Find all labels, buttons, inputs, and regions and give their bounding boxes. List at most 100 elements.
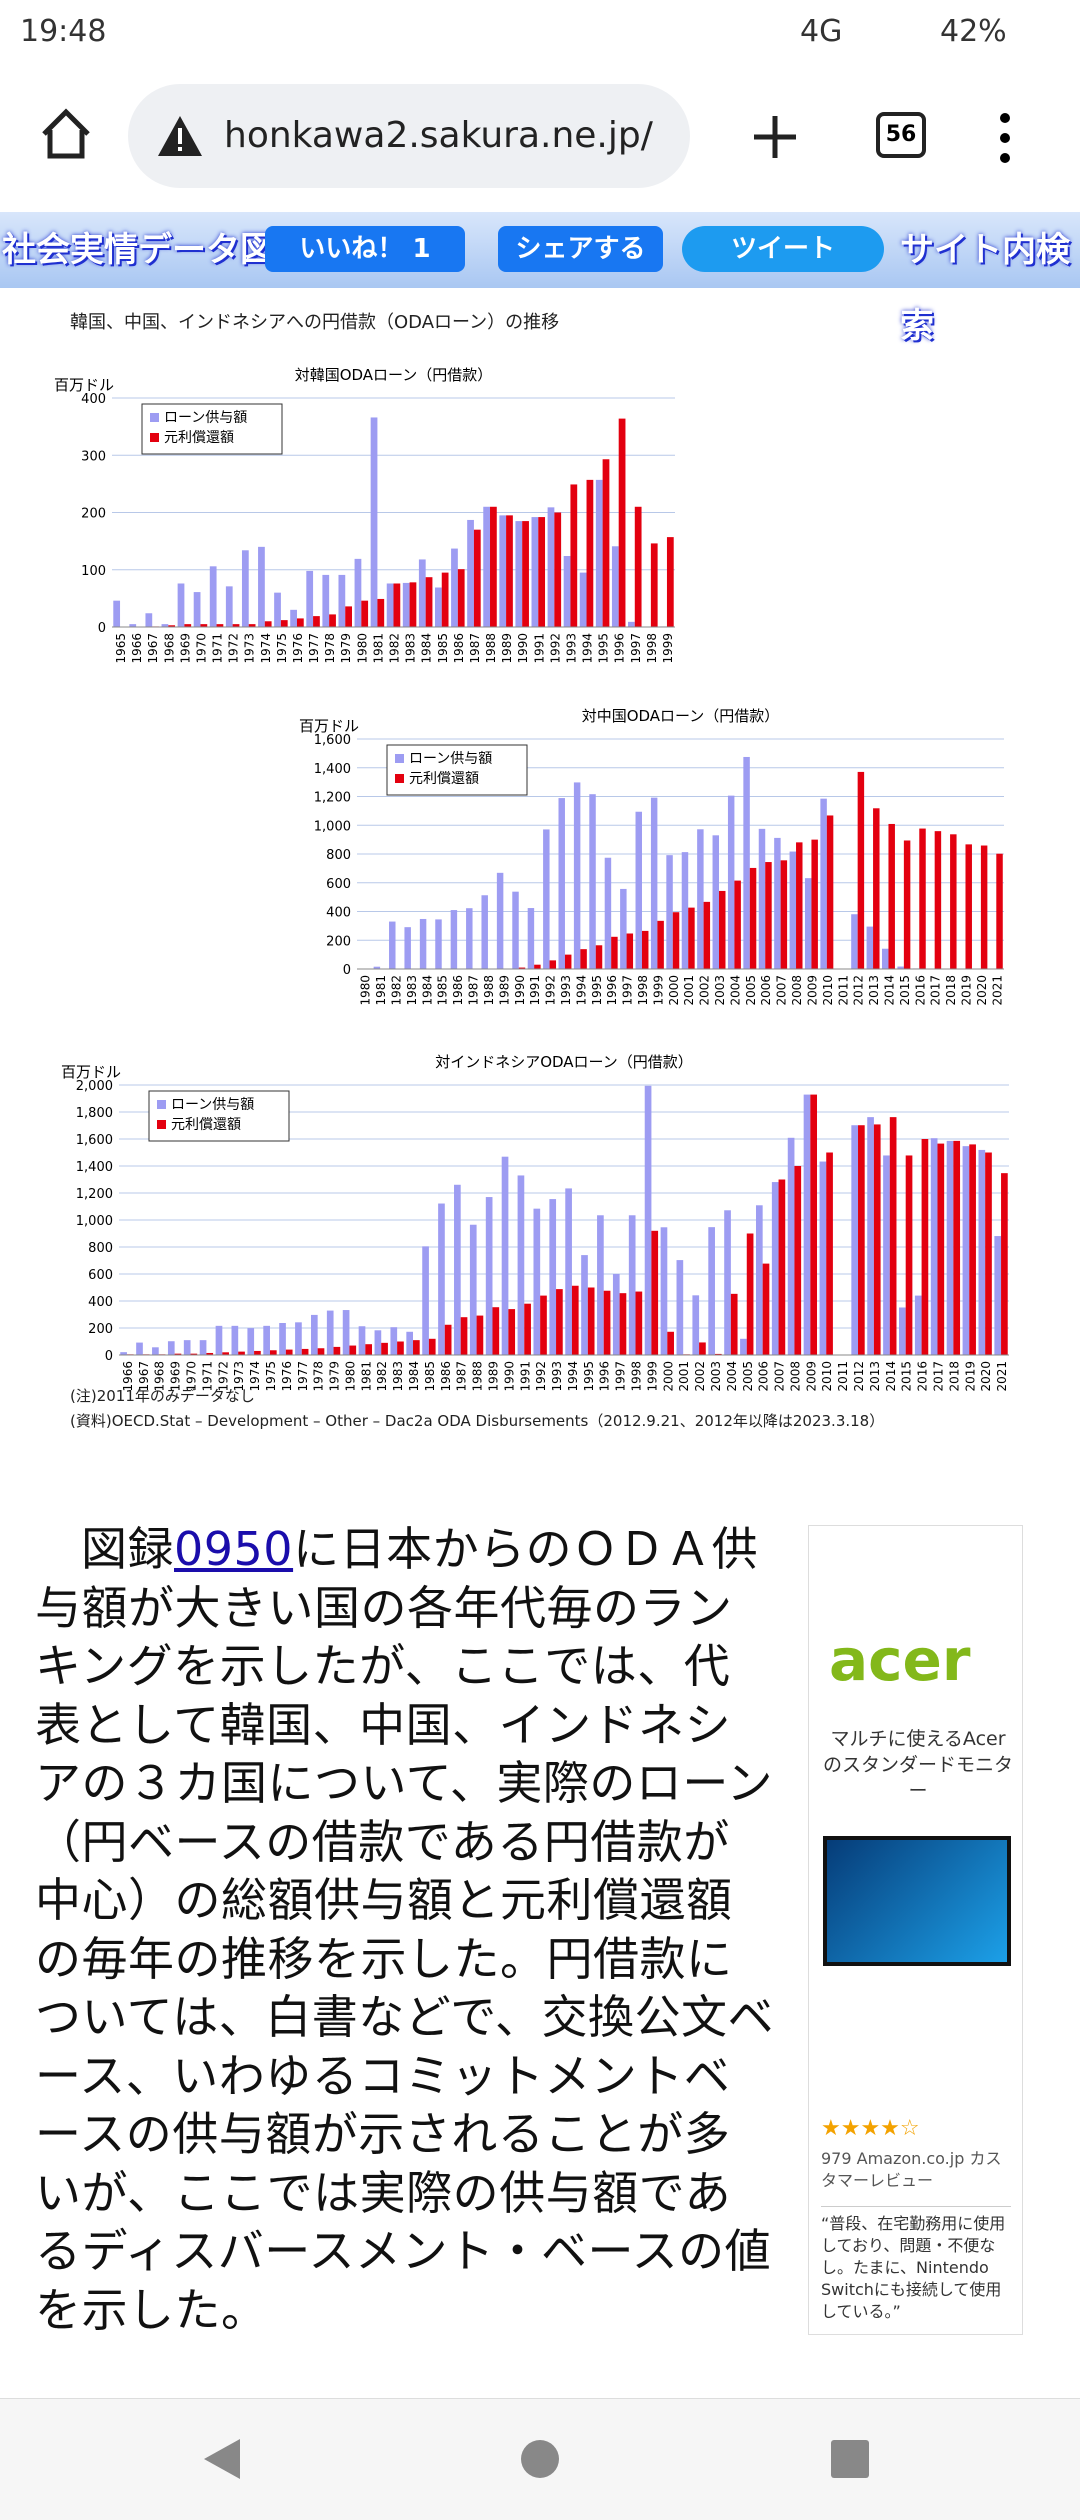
link[interactable]: 0950 <box>174 1522 294 1576</box>
bar <box>573 782 581 969</box>
menu[interactable] <box>995 110 1015 166</box>
bar <box>538 517 546 627</box>
bar <box>390 1327 398 1355</box>
warning-icon <box>158 116 202 156</box>
bar <box>419 918 427 969</box>
home[interactable] <box>518 2437 562 2481</box>
bar <box>889 1117 897 1355</box>
bar <box>650 543 658 627</box>
bar <box>626 933 634 969</box>
bar <box>897 966 904 969</box>
site-logo[interactable]: 社会実情データ図録 <box>2 230 308 270</box>
x-tick-label: 1985 <box>436 633 450 664</box>
bar <box>241 550 249 627</box>
ad[interactable]: acer マルチに使えるAcerのスタンダードモニター ★★★★☆ 979 Am… <box>808 1525 1023 2335</box>
x-tick-label: 1978 <box>312 1361 326 1392</box>
bar <box>996 853 1003 969</box>
bar <box>377 598 385 627</box>
bar <box>873 1124 881 1355</box>
new-tab[interactable] <box>750 112 800 162</box>
bar <box>604 857 612 969</box>
bar <box>549 1199 557 1355</box>
bar <box>667 1331 674 1355</box>
x-tick-label: 2013 <box>868 1361 882 1392</box>
back[interactable] <box>200 2437 244 2481</box>
bar <box>810 1094 818 1355</box>
bar <box>306 570 314 627</box>
bar <box>549 960 557 969</box>
y-axis-label: 百万ドル <box>61 1063 121 1081</box>
bar <box>780 860 788 969</box>
y-tick-label: 0 <box>105 1349 113 1364</box>
bar <box>867 1117 874 1355</box>
bar <box>543 829 550 969</box>
y-tick-label: 600 <box>88 1268 113 1283</box>
x-tick-label: 1997 <box>629 633 643 664</box>
bar <box>215 1325 223 1355</box>
y-tick-label: 1,400 <box>314 762 351 777</box>
bar <box>451 548 458 627</box>
bar <box>743 756 750 969</box>
ad-brand: acer <box>829 1626 971 1694</box>
x-tick-label: 1990 <box>502 1361 516 1392</box>
legend-label: 元利償還額 <box>409 771 479 787</box>
x-tick-label: 2013 <box>867 975 881 1006</box>
url-field[interactable]: honkawa2.sakura.ne.jp/ <box>128 84 690 188</box>
bar <box>238 1351 245 1355</box>
x-tick-label: 2004 <box>728 975 742 1006</box>
tweet-button[interactable]: ツイート <box>682 226 884 272</box>
x-tick-label: 1972 <box>216 1361 230 1392</box>
bar <box>248 624 256 627</box>
x-tick-label: 1982 <box>375 1361 389 1392</box>
bar <box>628 1215 636 1355</box>
browser-bar: honkawa2.sakura.ne.jp/ 56 <box>0 62 1080 212</box>
x-tick-label: 1993 <box>564 633 578 664</box>
x-tick-label: 1990 <box>513 975 527 1006</box>
bar <box>888 823 895 969</box>
x-tick-label: 2002 <box>693 1361 707 1392</box>
bar <box>373 966 381 969</box>
bar <box>428 1338 436 1355</box>
bar <box>934 831 942 969</box>
bar <box>216 624 224 627</box>
time: 19:48 <box>20 14 107 49</box>
bar <box>965 844 972 969</box>
x-tick-label: 2019 <box>963 1361 977 1392</box>
x-tick-label: 1978 <box>323 633 337 664</box>
bar <box>152 1347 159 1355</box>
tab-count[interactable]: 56 <box>876 112 926 158</box>
home-button[interactable] <box>38 106 94 162</box>
bar <box>386 583 394 627</box>
ad-reviews: 979 Amazon.co.jp カスタマーレビュー <box>821 2149 1002 2190</box>
bar <box>512 891 519 969</box>
share-button[interactable]: シェアする <box>498 226 663 272</box>
x-tick-label: 2009 <box>805 975 819 1006</box>
bar <box>899 1307 906 1355</box>
x-tick-label: 1989 <box>500 633 514 664</box>
bar <box>794 1166 802 1355</box>
bar <box>570 484 578 627</box>
bar <box>755 1205 763 1355</box>
bar <box>719 890 726 969</box>
site-search[interactable]: サイト内検索 <box>900 230 1070 346</box>
bar <box>279 1323 286 1355</box>
bar <box>586 479 594 627</box>
bar <box>450 910 458 969</box>
x-tick-label: 1998 <box>645 633 659 664</box>
bar <box>435 587 442 627</box>
x-tick-label: 1979 <box>328 1361 342 1392</box>
x-tick-label: 2002 <box>698 975 712 1006</box>
x-tick-label: 1989 <box>497 975 511 1006</box>
bar <box>313 616 320 627</box>
y-tick-label: 800 <box>326 848 351 863</box>
x-tick-label: 1977 <box>307 633 321 664</box>
bar <box>618 418 626 627</box>
x-tick-label: 2000 <box>661 1361 675 1392</box>
url: honkawa2.sakura.ne.jp/ <box>224 115 653 156</box>
bar <box>905 1155 913 1355</box>
bar <box>301 1348 309 1355</box>
recents[interactable] <box>828 2437 872 2481</box>
like-button[interactable]: いいね！ 1 <box>265 226 465 272</box>
y-tick-label: 0 <box>98 621 106 636</box>
x-tick-label: 1980 <box>359 975 373 1006</box>
